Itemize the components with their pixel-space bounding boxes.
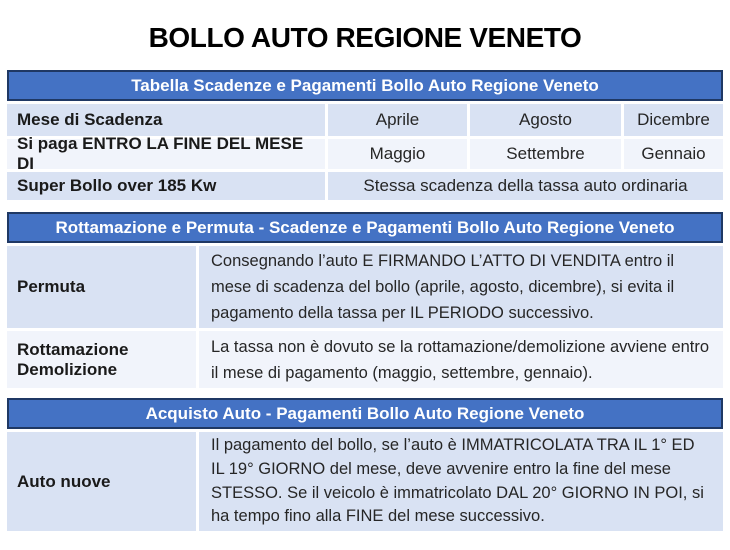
text-rottamazione-demolizione: La tassa non è dovuto se la rottamazione…	[199, 331, 723, 388]
table-scadenze-row-pagamento: Si paga ENTRO LA FINE DEL MESE DI Maggio…	[7, 134, 723, 173]
table-acquisto-auto-header: Acquisto Auto - Pagamenti Bollo Auto Reg…	[7, 398, 723, 429]
table-scadenze-row-superbollo: Super Bollo over 185 Kw Stessa scadenza …	[7, 172, 723, 200]
label-si-paga-entro: Si paga ENTRO LA FINE DEL MESE DI	[7, 134, 325, 173]
text-auto-nuove: Il pagamento del bollo, se l’auto è IMMA…	[199, 432, 723, 532]
label-auto-nuove: Auto nuove	[7, 432, 196, 532]
page-title: BOLLO AUTO REGIONE VENETO	[148, 22, 582, 53]
cell-super-bollo-scadenza: Stessa scadenza della tassa auto ordinar…	[328, 172, 723, 200]
table-scadenze: Tabella Scadenze e Pagamenti Bollo Auto …	[7, 70, 723, 203]
label-permuta: Permuta	[7, 246, 196, 328]
table-rottamazione-permuta: Rottamazione e Permuta - Scadenze e Paga…	[7, 212, 723, 391]
cell-pagamento-gennaio: Gennaio	[624, 139, 723, 169]
label-rottamazione-demolizione: Rottamazione Demolizione	[7, 331, 196, 388]
table-scadenze-header: Tabella Scadenze e Pagamenti Bollo Auto …	[7, 70, 723, 101]
cell-pagamento-maggio: Maggio	[328, 139, 467, 169]
row-rottamazione-demolizione: Rottamazione Demolizione La tassa non è …	[7, 331, 723, 388]
cell-mese-agosto: Agosto	[470, 104, 621, 136]
text-permuta: Consegnando l’auto E FIRMANDO L’ATTO DI …	[199, 246, 723, 328]
table-rottamazione-permuta-header: Rottamazione e Permuta - Scadenze e Paga…	[7, 212, 723, 243]
row-auto-nuove: Auto nuove Il pagamento del bollo, se l’…	[7, 432, 723, 532]
cell-pagamento-settembre: Settembre	[470, 139, 621, 169]
label-super-bollo: Super Bollo over 185 Kw	[7, 172, 325, 200]
table-scadenze-row-mese: Mese di Scadenza Aprile Agosto Dicembre	[7, 104, 723, 136]
label-mese-di-scadenza: Mese di Scadenza	[7, 104, 325, 136]
cell-mese-dicembre: Dicembre	[624, 104, 723, 136]
cell-mese-aprile: Aprile	[328, 104, 467, 136]
row-permuta: Permuta Consegnando l’auto E FIRMANDO L’…	[7, 246, 723, 328]
table-acquisto-auto: Acquisto Auto - Pagamenti Bollo Auto Reg…	[7, 398, 723, 534]
